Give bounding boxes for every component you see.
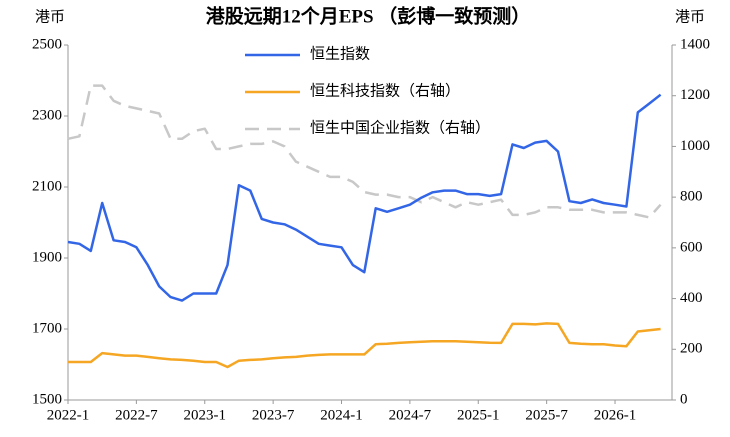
x-tick-label: 2022-7 xyxy=(115,407,158,423)
y-tick-label: 1900 xyxy=(32,249,62,265)
y2-tick-label: 1400 xyxy=(680,36,710,52)
legend-label: 恒生中国企业指数（右轴） xyxy=(310,118,490,136)
legend-label: 恒生科技指数（右轴） xyxy=(310,82,460,99)
series-line xyxy=(67,84,662,219)
y2-axis-label: 港币 xyxy=(675,8,705,25)
x-tick-label: 2023-1 xyxy=(184,407,227,423)
y-tick-label: 2500 xyxy=(32,36,62,52)
series-line xyxy=(68,322,661,369)
y-tick-label: 1700 xyxy=(32,320,62,336)
x-tick-label: 2025-7 xyxy=(525,407,568,423)
y2-tick-label: 600 xyxy=(680,239,703,255)
x-tick-label: 2024-1 xyxy=(320,407,363,423)
y2-tick-label: 1200 xyxy=(680,87,710,103)
y-tick-label: 2300 xyxy=(32,107,62,123)
y2-tick-label: 400 xyxy=(680,290,703,306)
series-line xyxy=(67,93,662,302)
x-tick-label: 2024-7 xyxy=(389,407,432,423)
legend-label: 恒生指数 xyxy=(310,45,370,62)
x-tick-label: 2025-1 xyxy=(457,407,500,423)
y-tick-label: 2100 xyxy=(32,178,62,194)
y2-tick-label: 0 xyxy=(680,391,688,407)
y-tick-label: 1500 xyxy=(32,391,62,407)
x-tick-label: 2026-1 xyxy=(594,407,637,423)
y2-tick-label: 1000 xyxy=(680,138,710,154)
x-tick-label: 2023-7 xyxy=(252,407,295,423)
x-tick-label: 2022-1 xyxy=(47,407,90,423)
y2-tick-label: 800 xyxy=(680,189,703,205)
y2-tick-label: 200 xyxy=(680,341,703,357)
chart-title: 港股远期12个月EPS （彭博一致预测） xyxy=(206,4,531,27)
y-axis-label: 港币 xyxy=(35,8,65,25)
